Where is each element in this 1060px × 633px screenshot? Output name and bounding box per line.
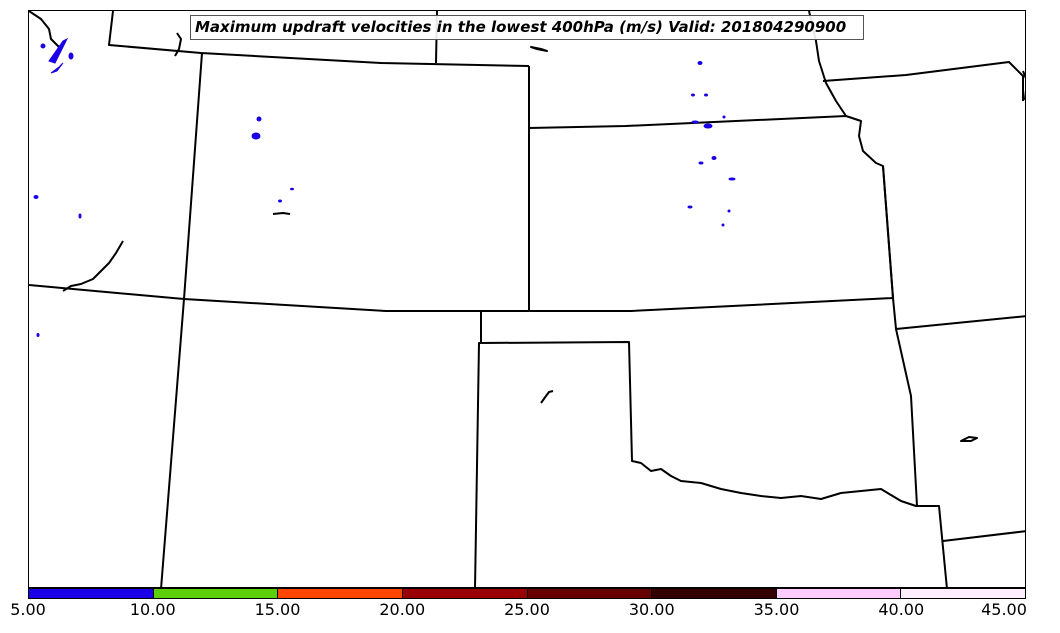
map-panel: [28, 10, 1026, 588]
updraft-cell: [722, 115, 726, 119]
updraft-cell: [40, 43, 46, 49]
state-border-nm-tx: [474, 311, 482, 587]
state-border-colorado: [183, 52, 530, 312]
updraft-cell: [251, 132, 261, 140]
updraft-cell: [68, 52, 74, 60]
lake-outline-utah: [62, 240, 124, 292]
updraft-cell: [50, 62, 64, 74]
state-border-iowa: [822, 61, 1024, 101]
state-border-arkansas: [942, 530, 1025, 542]
colorbar-swatch: [153, 589, 279, 598]
state-border-missouri: [882, 165, 1025, 330]
updraft-cell: [727, 209, 731, 213]
colorbar-swatch: [402, 589, 528, 598]
lake-outline-mo: [960, 436, 978, 442]
updraft-cell: [36, 333, 40, 337]
colorbar-tick-label: 40.00: [878, 600, 925, 619]
updraft-cell: [728, 177, 736, 181]
colorbar-swatch: [901, 589, 1025, 598]
colorbar-tick-label: 35.00: [753, 600, 800, 619]
lake-outline-nm: [540, 390, 554, 404]
colorbar-swatch: [776, 589, 902, 598]
updraft-cell: [687, 205, 693, 209]
colorbar-tick-label: 30.00: [628, 600, 675, 619]
updraft-cell: [33, 195, 39, 199]
colorbar: [28, 588, 1026, 599]
updraft-cell: [78, 213, 82, 219]
updraft-cell: [721, 223, 725, 227]
lake-outline-1: [174, 32, 182, 57]
colorbar-swatch: [652, 589, 777, 598]
state-border-az-nm: [160, 298, 185, 587]
updraft-cell: [691, 120, 699, 124]
colorbar-tick-label: 15.00: [254, 600, 301, 619]
colorbar-tick-label: 25.00: [504, 600, 550, 619]
colorbar-swatch: [527, 589, 653, 598]
lake-outline-2: [530, 46, 548, 52]
updraft-cell: [48, 37, 69, 64]
state-border-ok-east: [895, 328, 918, 507]
colorbar-tick-label: 5.00: [10, 600, 46, 619]
colorbar-swatch: [278, 589, 403, 598]
state-border-kansas: [528, 115, 894, 312]
updraft-cell: [703, 123, 713, 129]
map-svg: [29, 11, 1025, 587]
state-border-oklahoma: [480, 341, 948, 587]
colorbar-swatch: [29, 589, 154, 598]
updraft-cell: [278, 199, 282, 203]
updraft-cell: [691, 93, 695, 97]
state-border-ut-az: [29, 284, 185, 300]
updraft-cell: [704, 93, 708, 97]
updraft-cell: [697, 61, 703, 65]
lake-outline-3: [272, 212, 291, 215]
map-title: Maximum updraft velocities in the lowest…: [190, 15, 864, 40]
updraft-cell: [711, 156, 717, 160]
colorbar-tick-label: 45.00: [981, 600, 1027, 619]
updraft-cell: [290, 187, 294, 191]
updraft-cell: [698, 161, 704, 165]
updraft-cell: [256, 116, 262, 122]
colorbar-ticks: 5.00 10.00 15.00 20.00 25.00 30.00 35.00…: [10, 600, 1027, 630]
colorbar-tick-label: 10.00: [129, 600, 176, 619]
colorbar-tick-label: 20.00: [379, 600, 426, 619]
